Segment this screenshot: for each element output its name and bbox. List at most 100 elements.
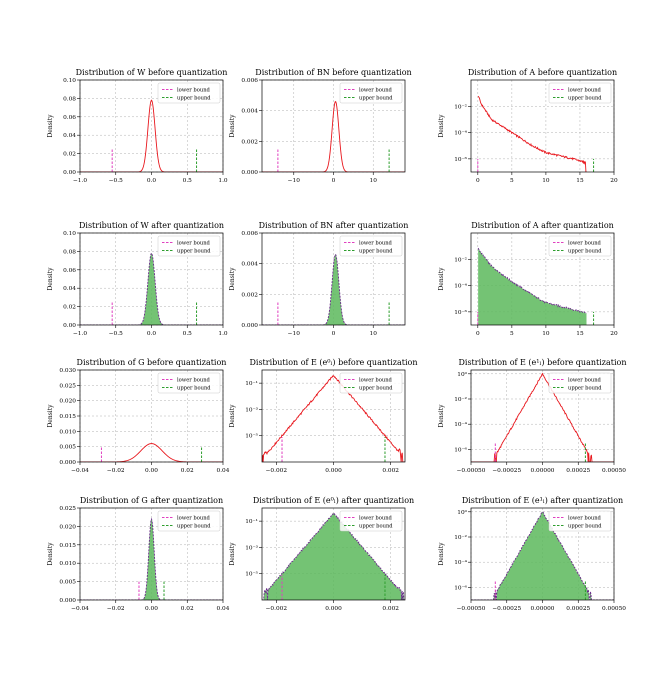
y-axis-label: Density — [47, 267, 54, 291]
y-axis-label: Density — [438, 267, 445, 291]
legend: lower bound upper bound — [548, 82, 612, 104]
y-axis-label: Density — [47, 542, 54, 566]
y-tick-label: 0.025 — [59, 506, 76, 512]
legend-upper-label: upper bound — [177, 524, 211, 530]
subplot-title: Distribution of E (e¹ₗ) before quantizat… — [458, 358, 626, 367]
x-tick-label: −0.00025 — [492, 606, 521, 612]
subplot-title: Distribution of BN after quantization — [259, 221, 409, 230]
x-tick-label: 0.00050 — [602, 606, 626, 612]
axes-frame — [79, 369, 224, 463]
x-tick-label: 0 — [332, 331, 336, 337]
plot-area — [80, 252, 223, 325]
x-tick-label: 0 — [476, 331, 480, 337]
x-tick-label: 0.000 — [325, 606, 342, 612]
subplot-title: Distribution of A after quantization — [471, 221, 614, 230]
y-tick-label: 10⁻⁴ — [454, 283, 467, 290]
y-tick-label: 0.10 — [63, 231, 76, 237]
y-tick-label: 10⁻⁶ — [454, 309, 467, 316]
x-tick-label: −0.04 — [71, 606, 89, 612]
legend: lower bound upper bound — [548, 510, 612, 532]
legend-upper-label: upper bound — [177, 96, 211, 102]
x-tick-label: 0.04 — [217, 468, 230, 474]
x-tick-label: 0.04 — [217, 606, 230, 612]
legend-upper-label: upper bound — [359, 249, 393, 255]
y-axis-label: Density — [438, 542, 445, 566]
y-tick-label: 0.08 — [63, 96, 76, 102]
histogram-outline — [471, 511, 614, 600]
y-tick-label: 10⁻⁶ — [454, 156, 467, 163]
y-tick-label: 0.02 — [63, 305, 76, 311]
histogram-bars — [262, 513, 405, 600]
y-tick-label: 0.004 — [241, 262, 258, 268]
x-tick-label: 0.02 — [181, 468, 194, 474]
histogram-bars — [262, 254, 405, 325]
plot-area — [471, 372, 614, 462]
legend-box — [339, 235, 403, 257]
y-tick-label: 0.000 — [241, 323, 258, 329]
subplot-title: Distribution of W after quantization — [79, 221, 224, 230]
x-tick-label: 0.00025 — [566, 468, 590, 474]
density-curve — [471, 372, 614, 462]
y-tick-label: 10⁻⁶ — [454, 446, 467, 453]
subplot-title: Distribution of A before quantization — [468, 68, 617, 77]
legend: lower bound upper bound — [339, 235, 403, 257]
axes-frame — [261, 507, 406, 601]
x-tick-label: −0.00025 — [492, 468, 521, 474]
legend-box — [548, 235, 612, 257]
axes-frame — [261, 79, 406, 173]
subplot: Distribution of E (e¹ₗ) before quantizat… — [438, 358, 627, 474]
y-tick-label: 0.04 — [63, 133, 76, 139]
histogram-bars — [478, 248, 587, 325]
y-tick-label: 10⁻⁵ — [245, 433, 258, 440]
x-tick-label: −10 — [288, 331, 301, 337]
x-tick-label: −0.002 — [266, 606, 288, 612]
x-tick-label: 0.000 — [325, 468, 342, 474]
y-axis-label: Density — [229, 267, 236, 291]
legend-box — [339, 510, 403, 532]
y-tick-label: 0.00 — [63, 323, 76, 329]
y-axis-label: Density — [47, 404, 54, 428]
y-tick-label: 0.006 — [241, 231, 258, 237]
y-tick-label: 0.006 — [241, 78, 258, 84]
y-tick-label: 0.000 — [241, 170, 258, 176]
x-tick-label: −10 — [288, 178, 301, 184]
x-tick-label: 0 — [476, 178, 480, 184]
x-tick-label: 15 — [576, 331, 584, 337]
subplot: Distribution of BN before quantization −1… — [229, 68, 412, 184]
y-tick-label: 10⁻⁴ — [454, 421, 467, 428]
legend: lower bound upper bound — [339, 372, 403, 394]
y-tick-label: 10⁻⁵ — [245, 571, 258, 578]
y-tick-label: 10⁻³ — [245, 406, 258, 413]
histogram-outline — [262, 512, 405, 600]
x-tick-label: 0.02 — [181, 606, 194, 612]
x-tick-label: −0.02 — [107, 468, 125, 474]
legend-upper-label: upper bound — [359, 96, 393, 102]
legend-lower-label: lower bound — [359, 378, 393, 384]
histogram-bars — [80, 519, 223, 600]
x-tick-label: −0.5 — [109, 331, 123, 337]
subplot: Distribution of BN after quantization −10… — [229, 221, 408, 337]
legend-box — [157, 82, 221, 104]
legend-lower-label: lower bound — [568, 516, 602, 522]
x-tick-label: 10 — [370, 331, 378, 337]
x-tick-label: 0 — [332, 178, 336, 184]
x-tick-label: −1.0 — [73, 178, 87, 184]
legend: lower bound upper bound — [548, 372, 612, 394]
subplot-title: Distribution of E (e⁰ₗ) after quantizati… — [253, 496, 414, 505]
y-axis-label: Density — [47, 114, 54, 138]
y-tick-label: 0.020 — [59, 399, 76, 405]
legend-upper-label: upper bound — [177, 386, 211, 392]
plot-area — [80, 517, 223, 600]
x-tick-label: 0.0 — [147, 331, 157, 337]
x-tick-label: 0.00000 — [531, 468, 555, 474]
y-tick-label: 0.000 — [59, 460, 76, 466]
x-tick-label: 0.5 — [183, 178, 193, 184]
x-tick-label: −0.00050 — [457, 606, 486, 612]
density-curve — [477, 95, 587, 172]
axes-frame — [470, 232, 615, 326]
legend-box — [548, 82, 612, 104]
legend-box — [548, 510, 612, 532]
legend-box — [157, 372, 221, 394]
x-tick-label: −0.002 — [266, 468, 288, 474]
